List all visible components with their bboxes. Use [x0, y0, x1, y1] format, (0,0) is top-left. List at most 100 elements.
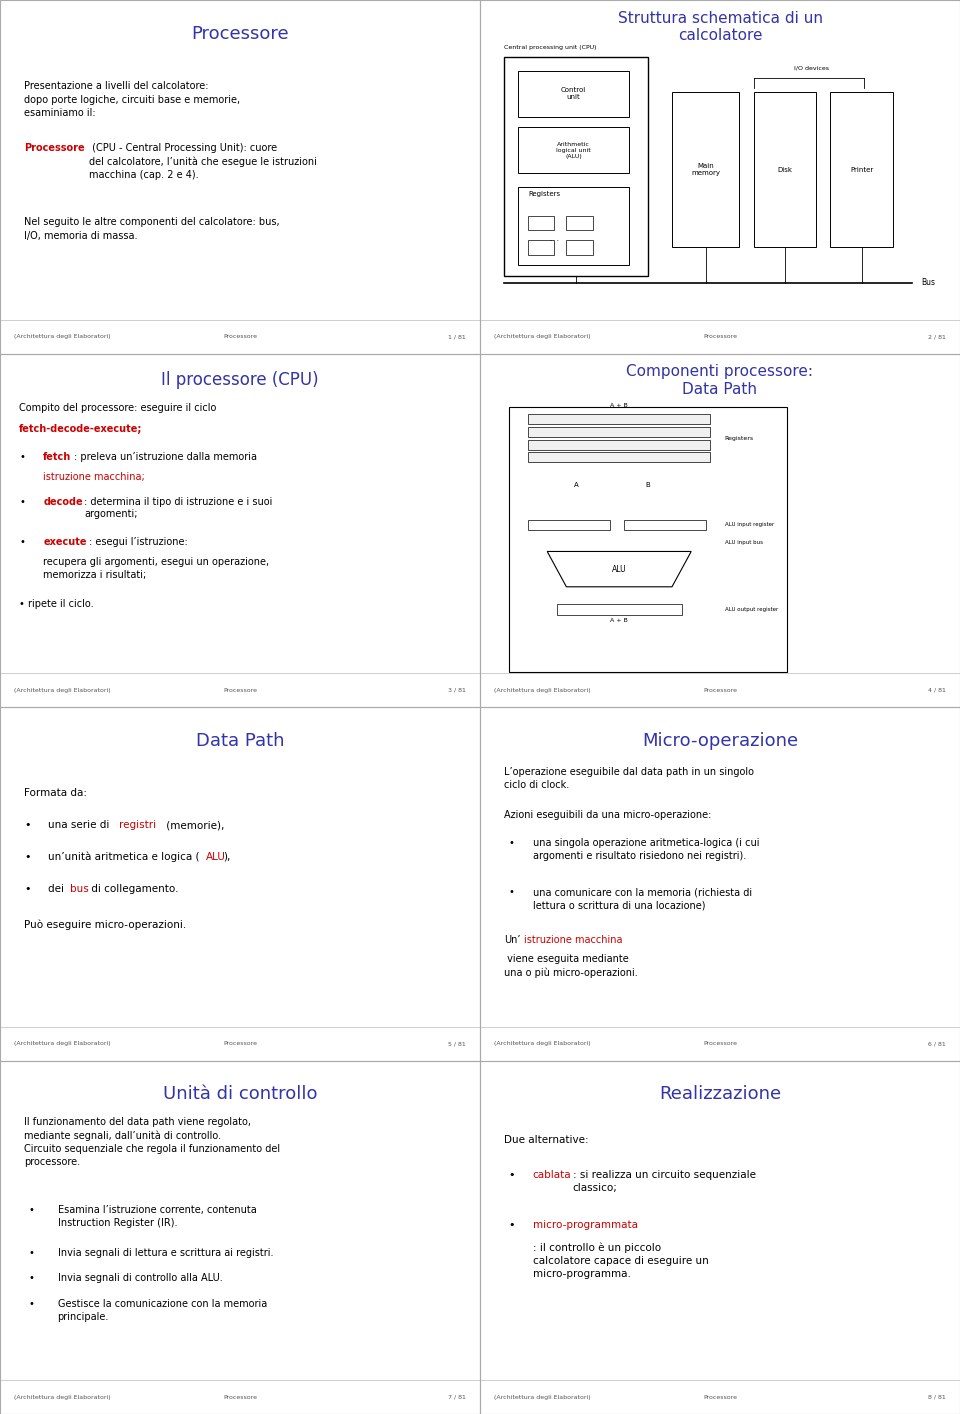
Text: • ripete il ciclo.: • ripete il ciclo. — [19, 600, 94, 609]
Text: Realizzazione: Realizzazione — [659, 1086, 781, 1103]
Text: 1 / 81: 1 / 81 — [448, 334, 466, 339]
Text: 3 / 81: 3 / 81 — [447, 687, 466, 693]
Text: recupera gli argomenti, esegui un operazione,
memorizza i risultati;: recupera gli argomenti, esegui un operaz… — [43, 557, 270, 580]
Text: Processore: Processore — [703, 1394, 737, 1400]
Text: I/O devices: I/O devices — [794, 65, 828, 71]
Text: Due alternative:: Due alternative: — [504, 1134, 588, 1145]
Text: (Architettura degli Elaboratori): (Architettura degli Elaboratori) — [494, 687, 591, 693]
Text: Arithmetic
logical unit
(ALU): Arithmetic logical unit (ALU) — [556, 141, 591, 158]
Text: Main
memory: Main memory — [691, 163, 720, 177]
Text: (Architettura degli Elaboratori): (Architettura degli Elaboratori) — [14, 687, 111, 693]
Text: Data Path: Data Path — [196, 732, 284, 749]
Text: una singola operazione aritmetica-logica (i cui
argomenti e risultato risiedono : una singola operazione aritmetica-logica… — [533, 837, 759, 861]
Text: Processore: Processore — [223, 687, 257, 693]
Bar — [528, 452, 710, 462]
Text: Presentazione a livelli del calcolatore:
dopo porte logiche, circuiti base e mem: Presentazione a livelli del calcolatore:… — [24, 81, 240, 117]
Text: Printer: Printer — [850, 167, 874, 173]
Text: ALU: ALU — [612, 564, 627, 574]
Text: ALU: ALU — [205, 851, 226, 863]
Text: B: B — [646, 482, 650, 488]
Text: Unità di controllo: Unità di controllo — [163, 1086, 317, 1103]
Text: •: • — [29, 1299, 35, 1309]
Text: •: • — [29, 1205, 35, 1216]
Bar — [528, 440, 710, 450]
Bar — [528, 519, 610, 530]
Text: una serie di: una serie di — [48, 820, 112, 830]
Text: •: • — [509, 837, 515, 848]
Text: cablata: cablata — [533, 1171, 571, 1181]
Text: (Architettura degli Elaboratori): (Architettura degli Elaboratori) — [14, 1394, 111, 1400]
Text: A: A — [574, 482, 578, 488]
Text: •: • — [19, 452, 25, 462]
Text: (CPU - Central Processing Unit): cuore
del calcolatore, l’unità che esegue le is: (CPU - Central Processing Unit): cuore d… — [88, 143, 317, 180]
Text: ALU input register: ALU input register — [725, 522, 774, 527]
Text: Registers: Registers — [528, 191, 560, 197]
Text: Processore: Processore — [223, 1394, 257, 1400]
Text: Processore: Processore — [223, 1041, 257, 1046]
Text: Processore: Processore — [223, 334, 257, 339]
Text: 5 / 81: 5 / 81 — [448, 1041, 466, 1046]
Text: Bus: Bus — [922, 279, 936, 287]
Text: Central processing unit (CPU): Central processing unit (CPU) — [504, 45, 596, 51]
Text: di collegamento.: di collegamento. — [88, 884, 179, 894]
Text: Micro-operazione: Micro-operazione — [642, 732, 798, 749]
Text: Invia segnali di controllo alla ALU.: Invia segnali di controllo alla ALU. — [58, 1273, 223, 1282]
Bar — [528, 427, 710, 437]
Text: : il controllo è un piccolo
calcolatore capace di eseguire un
micro-programma.: : il controllo è un piccolo calcolatore … — [533, 1243, 708, 1278]
Text: Un’: Un’ — [504, 935, 520, 945]
Text: •: • — [29, 1273, 35, 1282]
Text: 2 / 81: 2 / 81 — [927, 334, 946, 339]
Text: ALU input bus: ALU input bus — [725, 540, 763, 546]
Bar — [566, 240, 592, 255]
Text: ·  ·: · · — [550, 238, 559, 245]
Text: Il funzionamento del data path viene regolato,
mediante segnali, dall’unità di c: Il funzionamento del data path viene reg… — [24, 1117, 280, 1168]
Bar — [754, 92, 816, 247]
Text: Azioni eseguibili da una micro-operazione:: Azioni eseguibili da una micro-operazion… — [504, 809, 711, 820]
Text: •: • — [29, 1249, 35, 1258]
Text: (Architettura degli Elaboratori): (Architettura degli Elaboratori) — [14, 334, 111, 339]
Text: (Architettura degli Elaboratori): (Architettura degli Elaboratori) — [14, 1041, 111, 1046]
Bar — [509, 407, 787, 672]
Text: A + B: A + B — [611, 618, 628, 624]
Bar — [528, 240, 555, 255]
Bar — [528, 414, 710, 424]
Text: : determina il tipo di istruzione e i suoi
argomenti;: : determina il tipo di istruzione e i su… — [84, 496, 273, 519]
Text: Processore: Processore — [703, 334, 737, 339]
Text: ALU output register: ALU output register — [725, 607, 778, 612]
Text: •: • — [509, 1219, 516, 1230]
Bar — [518, 187, 629, 266]
Text: L’operazione eseguibile dal data path in un singolo
ciclo di clock.: L’operazione eseguibile dal data path in… — [504, 766, 754, 790]
Text: Esamina l’istruzione corrente, contenuta
Instruction Register (IR).: Esamina l’istruzione corrente, contenuta… — [58, 1205, 256, 1229]
Text: registri: registri — [119, 820, 156, 830]
Text: un’unità aritmetica e logica (: un’unità aritmetica e logica ( — [48, 851, 200, 863]
Text: decode: decode — [43, 496, 83, 506]
Bar — [672, 92, 739, 247]
Text: •: • — [24, 820, 31, 830]
Text: una comunicare con la memoria (richiesta di
lettura o scrittura di una locazione: una comunicare con la memoria (richiesta… — [533, 888, 752, 911]
Text: •: • — [509, 1171, 516, 1181]
Text: : si realizza un circuito sequenziale
classico;: : si realizza un circuito sequenziale cl… — [572, 1171, 756, 1193]
Text: : esegui l’istruzione:: : esegui l’istruzione: — [88, 537, 187, 547]
Bar — [624, 519, 706, 530]
Text: fetch: fetch — [43, 452, 71, 462]
Text: fetch-decode-execute;: fetch-decode-execute; — [19, 424, 143, 434]
Text: •: • — [19, 496, 25, 506]
Text: Componenti processore:
Data Path: Componenti processore: Data Path — [627, 363, 813, 396]
Text: Struttura schematica di un
calcolatore: Struttura schematica di un calcolatore — [617, 10, 823, 42]
Text: •: • — [509, 888, 515, 898]
Bar — [518, 127, 629, 173]
Text: (Architettura degli Elaboratori): (Architettura degli Elaboratori) — [494, 1394, 591, 1400]
Bar — [528, 215, 555, 230]
Text: A + B: A + B — [611, 403, 628, 407]
Text: bus: bus — [70, 884, 88, 894]
Bar — [557, 605, 682, 615]
Text: (Architettura degli Elaboratori): (Architettura degli Elaboratori) — [494, 1041, 591, 1046]
Bar — [518, 71, 629, 116]
Text: Formata da:: Formata da: — [24, 789, 87, 799]
Text: dei: dei — [48, 884, 67, 894]
Text: istruzione macchina: istruzione macchina — [524, 935, 623, 945]
Text: Compito del processore: eseguire il ciclo: Compito del processore: eseguire il cicl… — [19, 403, 217, 413]
Text: Nel seguito le altre componenti del calcolatore: bus,
I/O, memoria di massa.: Nel seguito le altre componenti del calc… — [24, 218, 279, 240]
Text: viene eseguita mediante
una o più micro-operazioni.: viene eseguita mediante una o più micro-… — [504, 954, 637, 978]
Text: 8 / 81: 8 / 81 — [928, 1394, 946, 1400]
